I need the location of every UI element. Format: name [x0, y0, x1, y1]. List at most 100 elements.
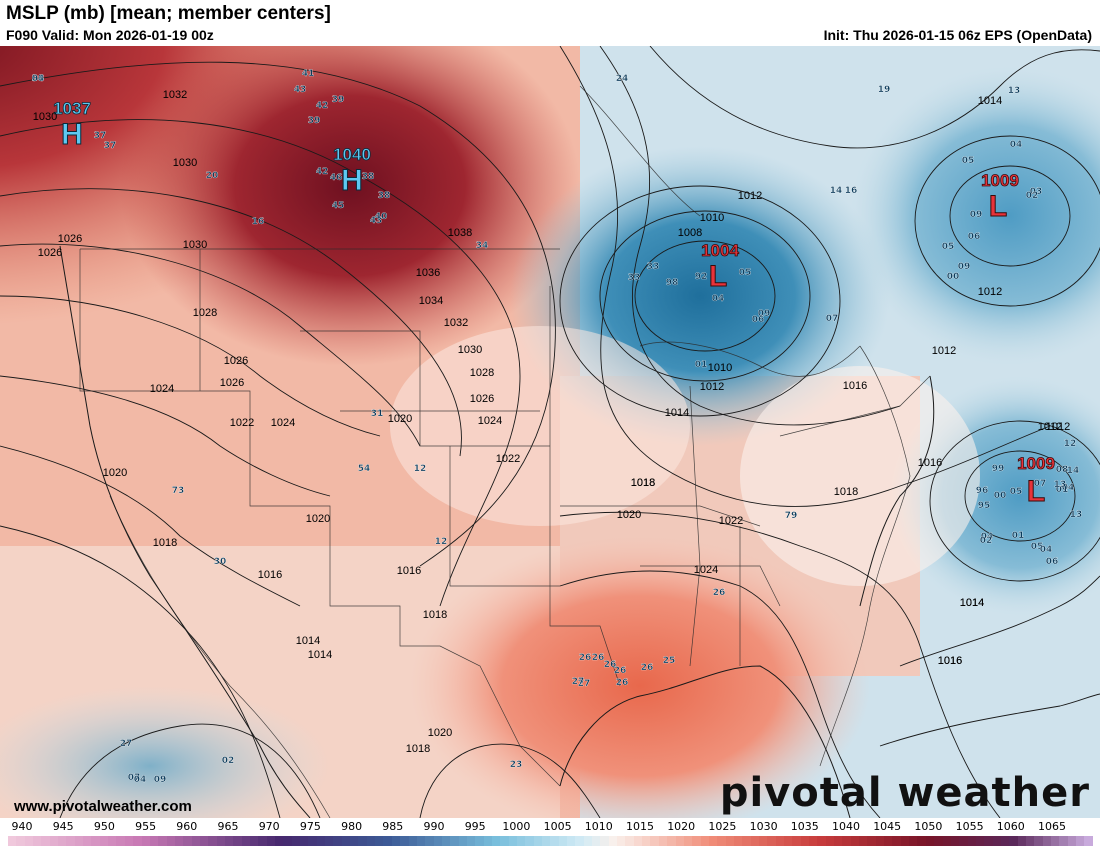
colorbar-swatch	[984, 836, 993, 846]
colorbar-swatch	[158, 836, 167, 846]
colorbar-swatch	[466, 836, 476, 846]
colorbar-tick-label: 950	[93, 820, 115, 833]
member-center-label: 03	[1030, 187, 1043, 197]
isobar-label: 1024	[150, 383, 174, 395]
colorbar-swatch	[116, 836, 125, 846]
colorbar-swatch	[817, 836, 826, 846]
site-url: www.pivotalweather.com	[14, 798, 192, 815]
low-center-atlantic-north: 1009 L	[981, 171, 1020, 224]
colorbar-swatch	[1025, 836, 1035, 846]
colorbar-swatch	[174, 836, 184, 846]
colorbar-swatch	[683, 836, 693, 846]
isobar-label: 1026	[470, 393, 494, 405]
member-center-label: 13	[1070, 510, 1083, 520]
isobar-label: 1020	[306, 513, 330, 525]
colorbar-tick-label: 1055	[955, 820, 984, 833]
isobar-label: 1016	[938, 655, 962, 667]
member-center-label: 45	[332, 201, 345, 211]
isobar-label: 1014	[665, 407, 689, 419]
colorbar-swatch	[992, 836, 1001, 846]
member-center-label: 24	[616, 74, 629, 84]
colorbar-swatch	[383, 836, 392, 846]
colorbar-swatch	[542, 836, 551, 846]
high-center-central: 1040 H	[333, 145, 372, 198]
colorbar-swatch	[249, 836, 259, 846]
member-center-label: 14	[1067, 466, 1080, 476]
colorbar-swatch	[1017, 836, 1026, 846]
member-center-label: 05	[739, 268, 752, 278]
colorbar-tick-label: 1035	[790, 820, 819, 833]
member-center-label: 98	[666, 278, 679, 288]
colorbar-swatch	[900, 836, 910, 846]
member-center-label: 01	[695, 360, 708, 370]
isobar-label: 1014	[978, 95, 1002, 107]
isobar-label: 1016	[843, 380, 867, 392]
member-center-label: 12	[414, 464, 427, 474]
svg-text:L: L	[989, 190, 1007, 223]
member-center-label: 08	[1056, 465, 1069, 475]
colorbar-swatch	[934, 836, 943, 846]
colorbar-tick-label: 1030	[749, 820, 778, 833]
colorbar-swatch	[316, 836, 326, 846]
member-center-label: 33	[628, 273, 641, 283]
isobar-label: 1020	[388, 413, 412, 425]
member-center-label: 04	[134, 775, 147, 785]
colorbar-tick-label: 1040	[832, 820, 860, 833]
pressure-centers: 1037 H 1040 H 1004 L 1009 L 1009 L	[53, 99, 1056, 509]
colorbar-swatch	[366, 836, 376, 846]
colorbar-tick-label: 940	[11, 820, 33, 833]
colorbar-swatch	[133, 836, 142, 846]
member-center-label: 43	[294, 85, 307, 95]
colorbar-swatch	[867, 836, 876, 846]
colorbar-swatch	[583, 836, 593, 846]
isobar-label: 1022	[230, 417, 254, 429]
member-center-label: 09	[958, 262, 971, 272]
colorbar-tick-label: 1060	[996, 820, 1025, 833]
colorbar-swatch	[233, 836, 242, 846]
member-center-label: 07	[1034, 479, 1047, 489]
member-center-label: 42	[316, 167, 329, 177]
colorbar-swatch	[567, 836, 576, 846]
member-center-label: 01	[1056, 485, 1069, 495]
colorbar-swatch	[600, 836, 609, 846]
isobar-label: 1026	[38, 247, 62, 259]
colorbar-swatch	[224, 836, 234, 846]
isobar-label: 1018	[834, 486, 858, 498]
colorbar-swatch	[967, 836, 976, 846]
member-center-label: 13	[1054, 480, 1067, 490]
colorbar-swatch	[1067, 836, 1076, 846]
isobar-label: 1020	[103, 467, 127, 479]
isobar-label: 1024	[694, 564, 718, 576]
colorbar-swatch	[483, 836, 492, 846]
watermark-logo: pivotal weather	[719, 770, 1090, 816]
member-center-label: 04	[1062, 483, 1075, 493]
member-center-label: 00	[947, 272, 960, 282]
colorbar-swatch	[650, 836, 659, 846]
isobar-label: 1014	[960, 597, 984, 609]
member-center-label: 09	[154, 775, 167, 785]
member-center-label: 19	[878, 85, 891, 95]
colorbar-swatch	[884, 836, 893, 846]
colorbar-swatch	[750, 836, 759, 846]
colorbar-swatch	[74, 836, 84, 846]
member-center-label: 99	[992, 464, 1005, 474]
member-center-label: 09	[758, 309, 771, 319]
colorbar-swatch	[41, 836, 50, 846]
colorbar-swatch	[24, 836, 34, 846]
low-center-great-lakes: 1004 L	[701, 241, 740, 294]
svg-text:L: L	[1027, 475, 1045, 508]
pressure-map[interactable]: 1037 H 1040 H 1004 L 1009 L 1009 L 1032 1…	[0, 46, 1100, 818]
member-center-label: 23	[510, 760, 523, 770]
member-center-label: 41	[302, 69, 315, 79]
member-center-label: 39	[308, 116, 321, 126]
colorbar-swatch	[758, 836, 768, 846]
isobars	[0, 46, 1100, 818]
member-center-label: 42	[316, 101, 329, 111]
map-title: MSLP (mb) [mean; member centers]	[6, 3, 331, 24]
colorbar-swatch	[608, 836, 618, 846]
member-center-label: 96	[976, 486, 989, 496]
map-canvas: 1037 H 1040 H 1004 L 1009 L 1009 L 10321…	[0, 46, 1100, 818]
colorbar-swatch	[266, 836, 275, 846]
high-center-west: 1037 H	[53, 99, 92, 152]
